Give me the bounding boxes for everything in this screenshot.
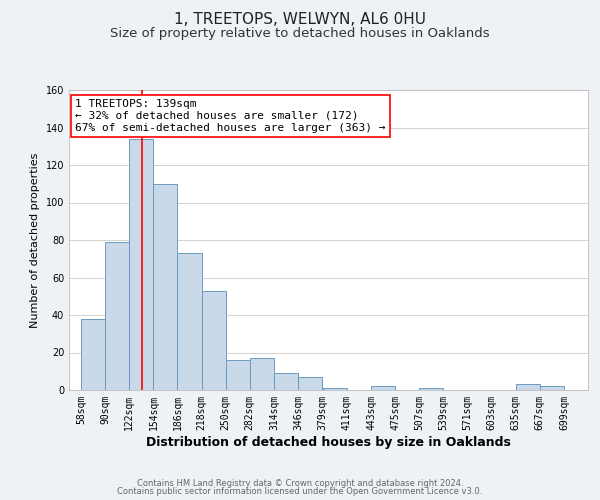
Bar (419, 388, 443, 390)
Bar (298, 377, 322, 390)
Bar (105, 242, 129, 390)
Bar (274, 373, 298, 390)
X-axis label: Distribution of detached houses by size in Oaklands: Distribution of detached houses by size … (146, 436, 511, 448)
Text: Size of property relative to detached houses in Oaklands: Size of property relative to detached ho… (110, 28, 490, 40)
Bar (540, 386, 564, 390)
Bar (515, 384, 540, 390)
Bar (178, 253, 202, 390)
Text: 1, TREETOPS, WELWYN, AL6 0HU: 1, TREETOPS, WELWYN, AL6 0HU (174, 12, 426, 28)
Bar (323, 388, 347, 390)
Text: 1 TREETOPS: 139sqm
← 32% of detached houses are smaller (172)
67% of semi-detach: 1 TREETOPS: 139sqm ← 32% of detached hou… (75, 100, 386, 132)
Bar (81, 319, 105, 390)
Bar (202, 290, 226, 390)
Bar (371, 386, 395, 390)
Bar (250, 358, 274, 390)
Bar (154, 184, 178, 390)
Y-axis label: Number of detached properties: Number of detached properties (30, 152, 40, 328)
Text: Contains public sector information licensed under the Open Government Licence v3: Contains public sector information licen… (118, 487, 482, 496)
Bar (129, 138, 154, 390)
Bar (226, 360, 250, 390)
Text: Contains HM Land Registry data © Crown copyright and database right 2024.: Contains HM Land Registry data © Crown c… (137, 478, 463, 488)
